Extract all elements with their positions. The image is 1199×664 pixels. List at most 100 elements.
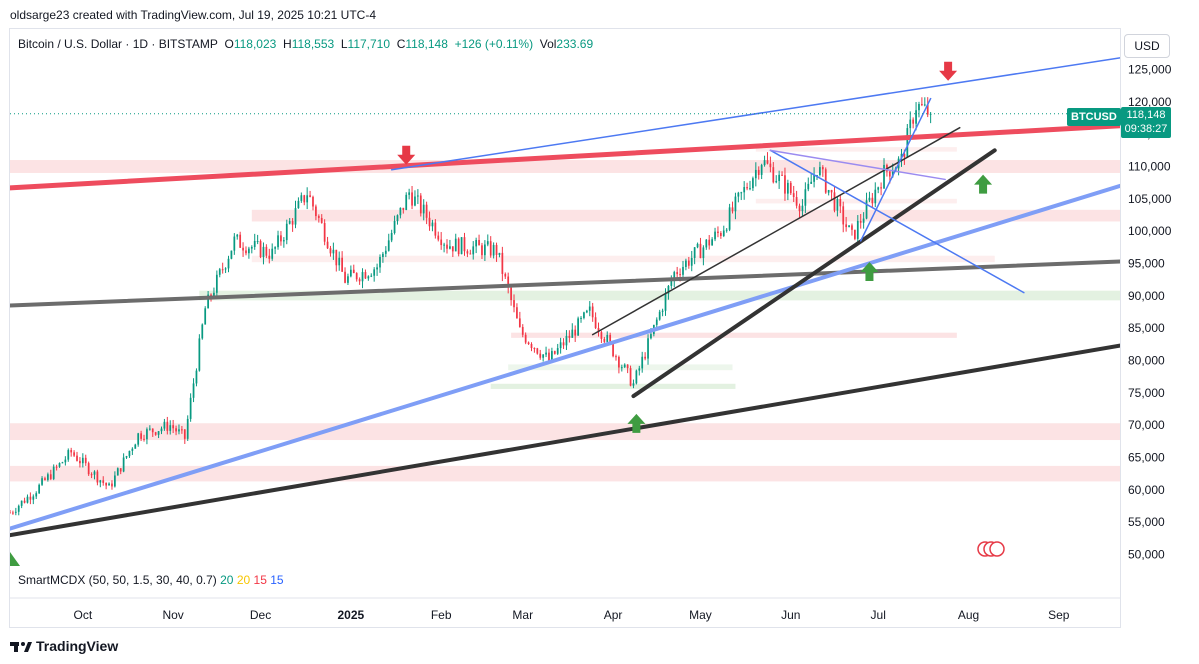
candle-body <box>469 253 472 255</box>
candle-body <box>26 496 29 503</box>
candle-body <box>722 230 725 236</box>
candle-body <box>644 356 646 359</box>
candle-body <box>227 258 230 269</box>
candle-body <box>921 104 923 106</box>
candle-body <box>215 274 218 293</box>
candle-body <box>801 205 804 212</box>
candle-body <box>230 250 233 259</box>
candle-body <box>446 244 448 249</box>
candle-body <box>58 463 61 467</box>
candle-body <box>489 241 492 256</box>
candle-body <box>580 317 582 319</box>
candle-body <box>685 260 687 267</box>
candle-body <box>41 478 43 485</box>
change-value: +126 (+0.11%) <box>454 37 534 51</box>
candle-body <box>274 247 276 249</box>
candle-body <box>670 281 673 286</box>
candle-body <box>906 128 909 158</box>
zone-1 <box>251 209 1120 222</box>
candle-body <box>90 474 93 476</box>
candle-body <box>218 269 221 275</box>
x-tick-label: Jun <box>781 608 800 622</box>
candle-body <box>548 352 550 361</box>
candle-body <box>277 235 279 248</box>
candle-body <box>518 318 521 328</box>
candle-body <box>148 428 151 430</box>
x-tick-label: Jul <box>871 608 886 622</box>
candle-body <box>259 240 262 258</box>
candle-body <box>96 471 99 483</box>
candle-body <box>757 169 760 175</box>
zone-7 <box>490 383 736 389</box>
candle-body <box>344 271 346 283</box>
currency-selector[interactable]: USD <box>1124 34 1170 58</box>
candles <box>10 97 932 516</box>
candle-body <box>609 334 612 342</box>
high-value: 118,553 <box>291 37 335 51</box>
close-label: C <box>396 37 406 51</box>
candle-body <box>495 244 498 255</box>
candle-body <box>833 192 836 211</box>
trendline-7 <box>769 149 1025 294</box>
candle-body <box>38 484 41 494</box>
candle-body <box>524 334 527 343</box>
candle-body <box>545 352 547 355</box>
candle-body <box>47 474 49 480</box>
candle-body <box>122 457 125 472</box>
candle-body <box>417 195 419 197</box>
indicator-value-1: 20 <box>220 573 234 587</box>
candle-body <box>151 428 154 433</box>
candle-body <box>361 272 364 282</box>
candle-body <box>449 246 451 249</box>
candle-body <box>708 239 711 246</box>
candle-body <box>198 338 201 371</box>
candle-body <box>559 342 562 349</box>
candle-body <box>909 119 912 129</box>
candle-body <box>851 225 853 230</box>
candle-body <box>326 241 329 249</box>
zone-6 <box>199 290 1120 301</box>
candle-body <box>186 418 189 439</box>
candle-body <box>437 235 440 240</box>
candle-body <box>140 433 142 439</box>
candle-body <box>233 236 236 251</box>
candle-body <box>166 421 169 431</box>
candle-body <box>781 174 783 176</box>
x-tick-label: Sep <box>1048 608 1070 622</box>
candle-body <box>687 260 690 266</box>
candle-body <box>425 204 428 218</box>
zone-3 <box>10 465 1120 482</box>
candle-body <box>338 257 341 266</box>
candle-body <box>725 229 728 231</box>
indicator-legend[interactable]: SmartMCDX (50, 50, 1.5, 30, 40, 0.7) 20 … <box>18 573 284 587</box>
candle-body <box>763 160 766 166</box>
candle-body <box>160 428 163 432</box>
candle-body <box>673 272 676 282</box>
candle-body <box>871 197 874 204</box>
brand-footer[interactable]: TradingView <box>10 638 118 654</box>
candle-body <box>542 354 545 358</box>
candle-body <box>163 421 166 429</box>
zone-0 <box>10 160 1120 173</box>
trendline-9 <box>859 97 932 242</box>
candle-body <box>76 455 78 461</box>
candle-body <box>501 252 504 274</box>
candle-body <box>556 348 559 354</box>
candle-body <box>79 460 81 464</box>
candle-body <box>256 240 259 242</box>
candle-body <box>335 249 338 266</box>
y-tick-label: 80,000 <box>1128 354 1165 368</box>
candle-body <box>594 317 597 328</box>
symbol-title[interactable]: Bitcoin / U.S. Dollar · 1D · BITSTAMP <box>18 37 218 51</box>
candle-body <box>236 234 239 237</box>
candle-body <box>387 240 390 251</box>
candle-body <box>585 310 588 313</box>
volume-label: Vol <box>539 37 557 51</box>
candle-body <box>848 225 850 228</box>
indicator-value-3: 15 <box>253 573 267 587</box>
candle-body <box>55 466 58 468</box>
candle-body <box>504 273 507 277</box>
candle-body <box>787 182 789 194</box>
candle-body <box>169 425 172 431</box>
